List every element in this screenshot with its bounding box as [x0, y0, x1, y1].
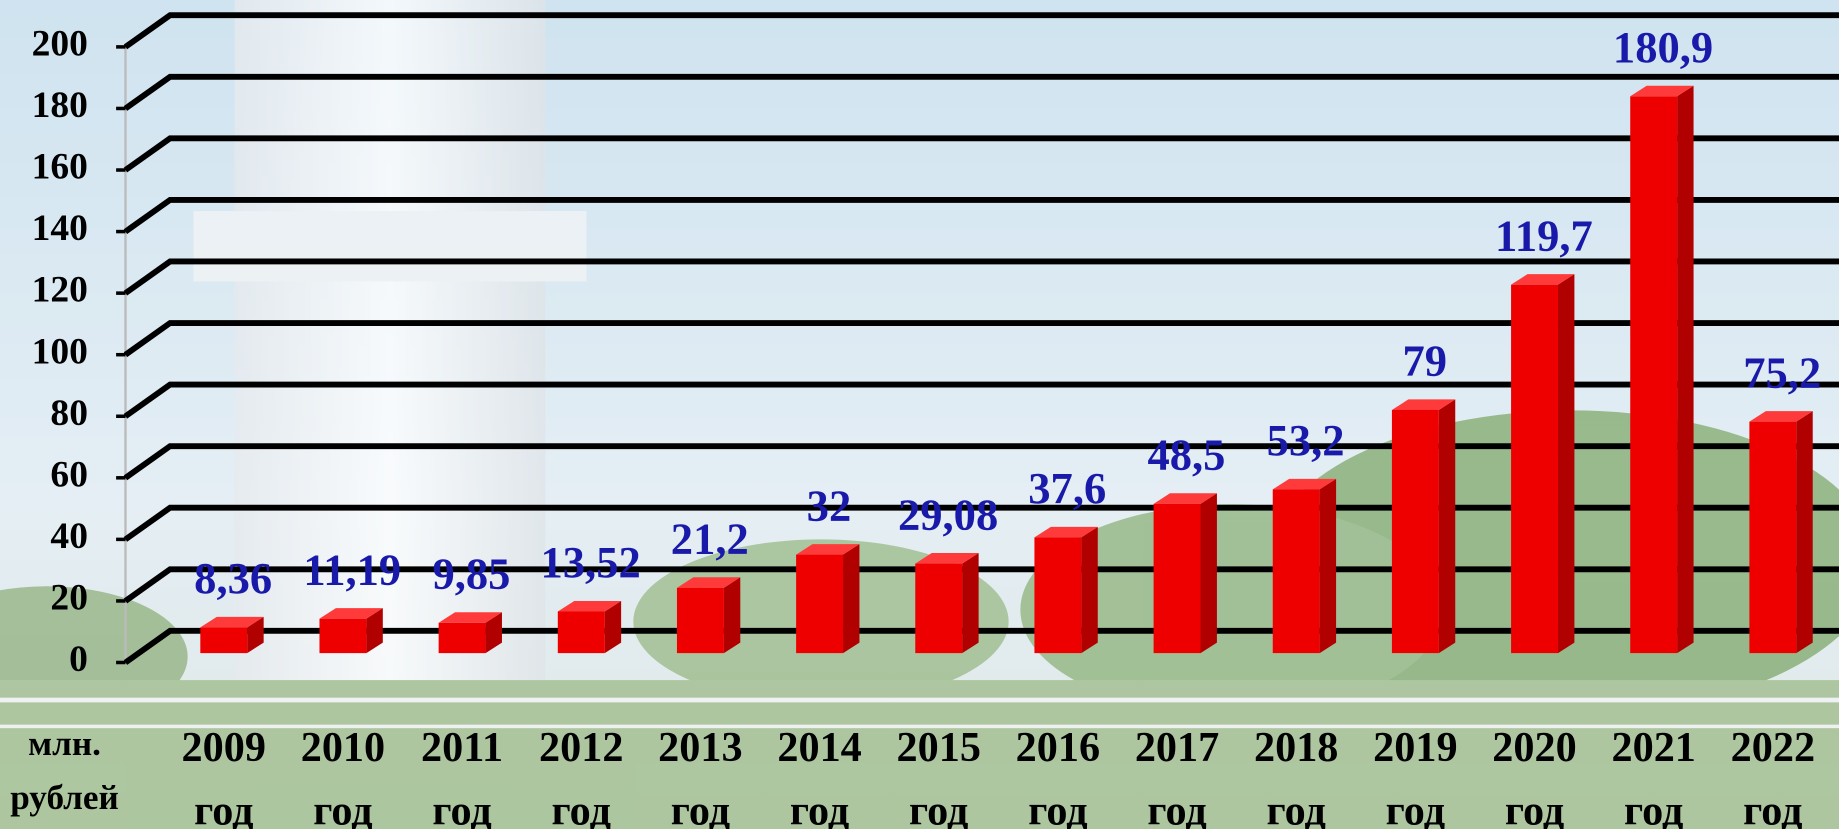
- value-label: 119,7: [1495, 210, 1593, 260]
- bar: [557, 611, 605, 654]
- y-tick-label: 0: [69, 639, 88, 680]
- bar: [796, 554, 844, 654]
- bar-side: [1796, 411, 1813, 654]
- value-label: 37,6: [1028, 463, 1106, 513]
- bar-side: [1200, 493, 1217, 654]
- bar-side: [1081, 526, 1098, 654]
- x-tick-label: 2016 год: [1015, 723, 1101, 829]
- bar-top: [438, 612, 502, 623]
- x-tick-label: 2009 год: [181, 723, 266, 829]
- x-tick-label: 2013 год: [658, 723, 743, 829]
- y-tick-label: 40: [50, 516, 88, 557]
- bar: [1391, 409, 1439, 654]
- bar-side: [1438, 399, 1456, 654]
- value-label: 11,19: [303, 544, 401, 594]
- value-label: 13,52: [541, 537, 641, 587]
- x-tick-label: 2020 год: [1492, 723, 1577, 829]
- value-label: 29,08: [898, 489, 998, 539]
- y-tick-label: 160: [32, 147, 88, 188]
- bar-top: [1630, 85, 1694, 97]
- value-label: 180,9: [1613, 22, 1713, 72]
- bar: [915, 563, 963, 654]
- x-tick-label: 2018 год: [1253, 723, 1339, 829]
- bar-top: [200, 616, 264, 628]
- bar: [1272, 489, 1320, 654]
- bar-side: [485, 612, 502, 654]
- bar-side: [843, 544, 860, 654]
- grid-line: [123, 196, 1839, 234]
- grid-line: [123, 443, 1839, 481]
- x-tick-label: 2012 год: [539, 723, 624, 829]
- bar-top: [676, 577, 741, 588]
- bar-top: [796, 544, 860, 555]
- bar-side: [1677, 85, 1694, 654]
- y-tick-label: 60: [50, 454, 88, 495]
- value-label: 9,85: [432, 548, 510, 598]
- bar-side: [1557, 274, 1575, 654]
- value-label: 21,2: [671, 514, 749, 564]
- x-tick-label: 2021 год: [1611, 723, 1696, 829]
- bar-top: [1749, 411, 1813, 422]
- x-tick-label: 2010 год: [300, 723, 386, 829]
- y-tick-label: 20: [50, 578, 88, 619]
- value-label: 32: [807, 480, 852, 530]
- y-tick-label: 180: [32, 85, 88, 126]
- bar-top: [557, 600, 622, 612]
- value-label: 79: [1402, 336, 1447, 386]
- bar-top: [1272, 478, 1337, 490]
- bar-top: [1153, 493, 1217, 504]
- bar: [1034, 537, 1082, 654]
- x-tick-label: 2015 год: [896, 723, 981, 829]
- bar-top: [1391, 399, 1456, 410]
- bar-side: [723, 577, 741, 654]
- y-tick-label: 120: [32, 270, 88, 311]
- grid-line: [123, 258, 1839, 296]
- y-axis-label: млн. рублей: [10, 724, 119, 818]
- value-label: 53,2: [1267, 415, 1345, 465]
- x-tick-label: 2022 год: [1730, 723, 1816, 829]
- x-tick-label: 2014 год: [777, 723, 862, 829]
- bar-side: [247, 616, 264, 654]
- bar-side: [1319, 478, 1337, 654]
- y-tick-label: 200: [32, 24, 88, 65]
- bar: [1153, 503, 1201, 654]
- bar-side: [962, 553, 979, 654]
- bar: [1630, 96, 1678, 654]
- grid-line: [123, 381, 1839, 419]
- bar: [1511, 284, 1558, 654]
- value-label: 75,2: [1743, 347, 1821, 397]
- bar: [319, 618, 367, 654]
- grid-line: [123, 320, 1839, 358]
- bar-side: [366, 608, 383, 654]
- y-tick-label: 100: [32, 331, 88, 372]
- value-label: 8,36: [194, 553, 272, 603]
- bar: [676, 587, 724, 654]
- bar: [438, 622, 486, 654]
- x-tick-label: 2017 год: [1134, 723, 1220, 829]
- bar: [1749, 421, 1797, 654]
- bar: [200, 627, 248, 654]
- grid-line: [123, 73, 1839, 111]
- bar-top: [915, 553, 979, 564]
- y-tick-label: 140: [32, 208, 88, 249]
- grid-line: [123, 12, 1839, 50]
- bar-top: [1034, 526, 1098, 538]
- value-label: 48,5: [1147, 429, 1225, 479]
- y-tick-label: 80: [50, 393, 88, 434]
- bar-top: [319, 608, 383, 619]
- bar-top: [1511, 274, 1575, 285]
- bar-side: [604, 600, 622, 654]
- grid-line: [123, 135, 1839, 173]
- x-tick-label: 2011 год: [421, 723, 504, 829]
- x-tick-label: 2019 год: [1373, 723, 1458, 829]
